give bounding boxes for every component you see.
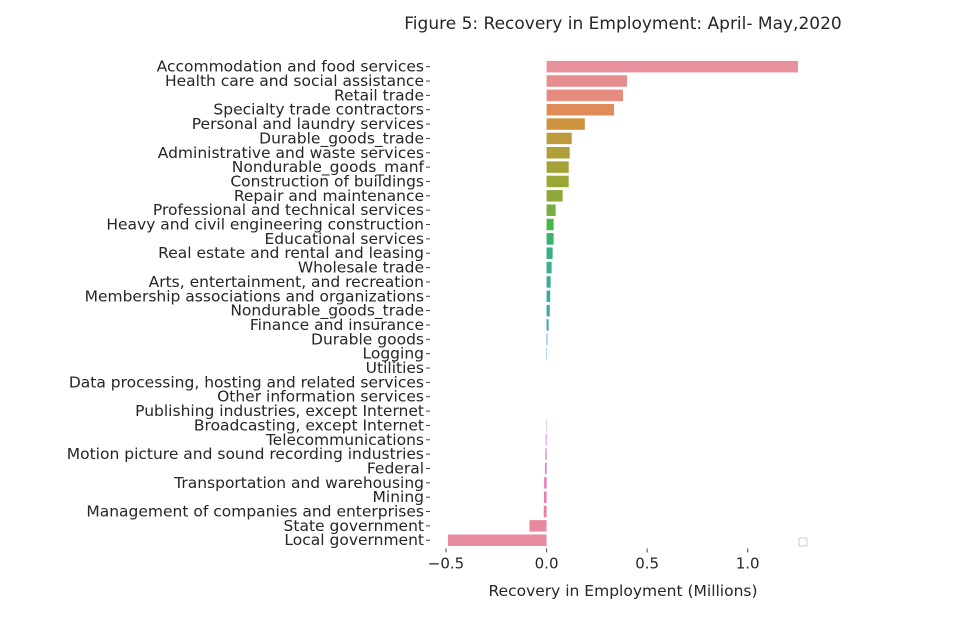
bar-6: [546, 147, 570, 159]
bar-8: [546, 175, 569, 188]
category-label: Local government: [284, 531, 424, 549]
x-axis-title: Recovery in Employment (Millions): [488, 582, 757, 600]
bar-33: [448, 534, 547, 546]
bar-4: [546, 118, 585, 130]
bar-2: [546, 89, 623, 102]
category-label: Retail trade: [334, 86, 424, 104]
bar-9: [546, 190, 563, 202]
x-tick-label: 1.0: [736, 554, 760, 572]
category-label: State government: [284, 517, 424, 535]
category-label: Durable goods: [311, 330, 424, 348]
category-label: Finance and insurance: [250, 316, 424, 334]
category-label: Personal and laundry services: [192, 115, 424, 133]
bar-19: [546, 333, 548, 346]
bar-18: [546, 319, 549, 331]
category-label: Real estate and rental and leasing: [158, 244, 424, 262]
bar-5: [546, 132, 572, 145]
x-tick-label: −0.5: [428, 554, 464, 572]
bar-17: [546, 304, 550, 317]
bar-10: [546, 204, 556, 216]
category-label: Accommodation and food services: [157, 58, 424, 76]
category-label: Telecommunications: [265, 431, 424, 449]
category-label: Repair and maintenance: [234, 187, 424, 205]
category-label: Motion picture and sound recording indus…: [67, 445, 424, 463]
category-label: Specialty trade contractors: [213, 101, 424, 119]
category-label: Administrative and waste services: [158, 144, 424, 162]
bar-3: [546, 103, 614, 116]
chart-title: Figure 5: Recovery in Employment: April-…: [404, 14, 841, 34]
category-label: Utilities: [366, 359, 424, 377]
bar-0: [546, 60, 798, 73]
category-label: Nondurable_goods_manf: [232, 158, 425, 177]
x-tick-label: 0.0: [535, 554, 559, 572]
bar-26: [545, 434, 547, 446]
bar-16: [546, 290, 551, 303]
bar-12: [546, 233, 554, 245]
category-label: Logging: [363, 345, 425, 363]
category-label: Wholesale trade: [298, 259, 424, 277]
category-label: Arts, entertainment, and recreation: [149, 273, 424, 291]
bar-29: [544, 477, 547, 489]
category-label: Durable_goods_trade: [259, 129, 424, 148]
category-label: Professional and technical services: [153, 201, 424, 219]
category-label: Educational services: [265, 230, 425, 248]
category-label: Health care and social assistance: [165, 72, 424, 90]
bar-1: [546, 75, 628, 87]
bars-group: [448, 60, 798, 546]
bar-32: [529, 520, 547, 532]
bar-13: [546, 247, 553, 259]
bar-27: [545, 448, 547, 460]
category-label: Transportation and warehousing: [173, 474, 424, 492]
category-label: Other information services: [217, 388, 424, 406]
bar-31: [543, 505, 547, 518]
category-label: Broadcasting, except Internet: [194, 416, 424, 434]
bar-14: [546, 261, 552, 274]
category-label: Heavy and civil engineering construction: [106, 216, 424, 234]
category-label: Construction of buildings: [230, 172, 424, 190]
bar-28: [544, 462, 547, 475]
category-label: Federal: [367, 459, 424, 477]
bar-7: [546, 161, 569, 173]
x-tick-label: 0.5: [635, 554, 659, 572]
bar-11: [546, 218, 554, 231]
category-label: Publishing industries, except Internet: [135, 402, 424, 420]
category-label: Membership associations and organization…: [85, 287, 424, 305]
bar-30: [543, 491, 547, 503]
bar-15: [546, 276, 551, 288]
category-label: Nondurable_goods_trade: [230, 302, 424, 321]
category-label: Management of companies and enterprises: [86, 503, 424, 521]
x-ticks-group: −0.5 0.0 0.5 1.0: [428, 548, 760, 572]
category-label: Data processing, hosting and related ser…: [69, 373, 424, 391]
category-label: Mining: [373, 488, 424, 506]
legend-box: [798, 537, 808, 547]
